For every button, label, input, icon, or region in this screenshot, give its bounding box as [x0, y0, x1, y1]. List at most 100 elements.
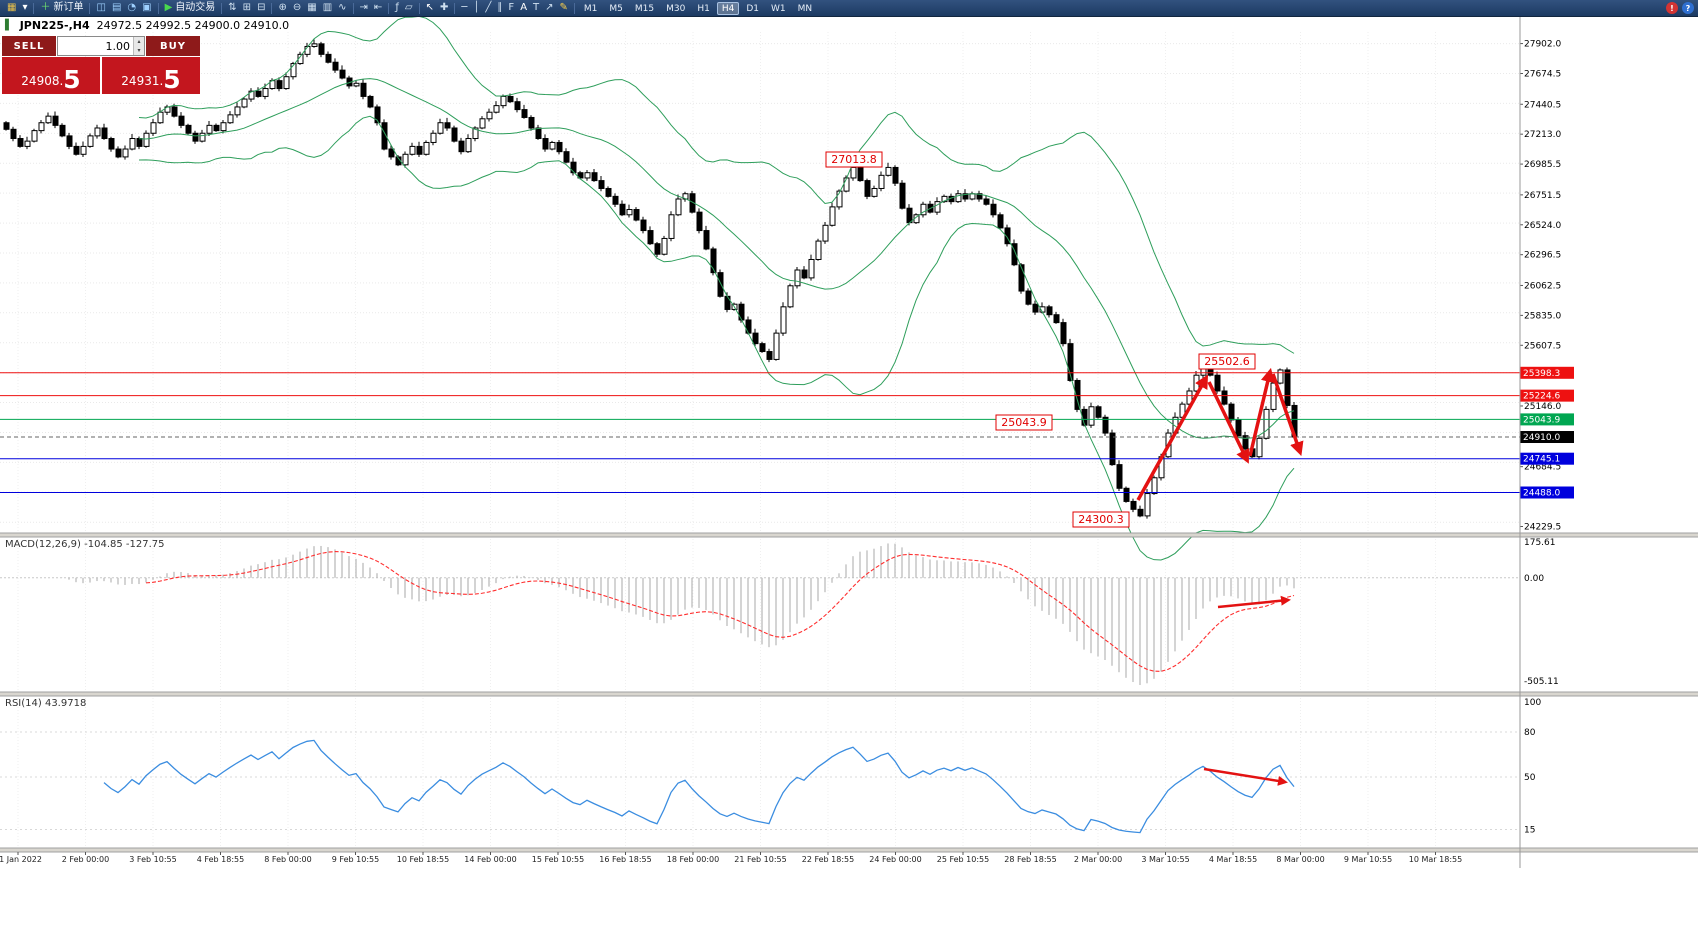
toolbar: ▦ ▾ ＋新订单 ◫ ▤ ◔ ▣ ▶ 自动交易 ⇅ ⊞ ⊟ ⊕ ⊖ ▦ ▥ ∿ ⇥ ⇤ ƒ ▱ ↖ ✚ ─ │ ╱ ∥ F A T ↗ ✎ M1… [0, 0, 1698, 17]
vline-icon[interactable]: │ [470, 1, 482, 16]
price-annotation-box[interactable] [995, 414, 1053, 431]
volume-value[interactable]: 1.00 [105, 39, 131, 53]
price-annotation-box[interactable] [1072, 511, 1130, 528]
separator-macd-rsi[interactable] [0, 692, 1698, 696]
timeframe-w1[interactable]: W1 [771, 3, 786, 14]
text-icon-glyph: A [520, 2, 528, 13]
chart-shift-icon[interactable]: ⇤ [371, 1, 385, 16]
buy-button[interactable]: BUY [146, 36, 200, 56]
candlestick-chart-icon[interactable]: ▥ [320, 1, 335, 16]
timeframe-m15[interactable]: M15 [634, 3, 655, 14]
cascade-windows-icon[interactable]: ⊟ [254, 1, 268, 16]
profiles-icon[interactable]: ⇅ [225, 1, 239, 16]
cursor-icon[interactable]: ↖ [423, 1, 437, 16]
svg-text:24745.1: 24745.1 [1523, 455, 1560, 465]
svg-text:28 Feb 18:55: 28 Feb 18:55 [1004, 855, 1056, 864]
svg-text:24488.0: 24488.0 [1523, 488, 1560, 498]
level-lines[interactable]: 25398.3 25224.6 25043.9 24745.1 24488.0 24910… [0, 366, 1574, 499]
price-annotation-box[interactable] [825, 151, 883, 168]
svg-text:-505.11: -505.11 [1524, 677, 1559, 687]
price-annotation-box[interactable] [1198, 353, 1256, 370]
trend-arrow[interactable] [1271, 373, 1304, 456]
templates-icon[interactable]: ▱ [402, 1, 416, 16]
svg-text:3 Mar 10:55: 3 Mar 10:55 [1141, 855, 1189, 864]
one-click-trading-panel: SELL 1.00 ▴ ▾ BUY 24908. 5 24931. 5 [2, 36, 200, 94]
rsi-line [103, 739, 1295, 834]
zoom-out-icon[interactable]: ⊖ [290, 1, 304, 16]
timeframe-m30[interactable]: M30 [666, 3, 686, 14]
macd-indicator-label: MACD(12,26,9) -104.85 -127.75 [5, 539, 165, 550]
trend-arrow[interactable] [1136, 374, 1209, 501]
sell-price-main: 24908. [21, 74, 64, 89]
sell-button[interactable]: SELL [2, 36, 56, 56]
channel-icon-glyph: ∥ [497, 2, 503, 13]
arrow-tool-icon[interactable]: ↗ [542, 1, 556, 16]
svg-text:27013.8: 27013.8 [831, 153, 877, 166]
volume-field[interactable]: 1.00 ▴ ▾ [57, 36, 145, 56]
new-order-button-label: 新订单 [53, 2, 84, 13]
data-window-icon[interactable]: ▤ [109, 1, 124, 16]
buy-price-tile[interactable]: 24931. 5 [102, 57, 200, 94]
svg-text:9 Mar 10:55: 9 Mar 10:55 [1344, 855, 1392, 864]
market-watch-icon[interactable]: ◫ [93, 1, 108, 16]
svg-text:4 Mar 18:55: 4 Mar 18:55 [1209, 855, 1257, 864]
label-icon-glyph: T [533, 2, 540, 13]
timeframe-m5[interactable]: M5 [609, 3, 623, 14]
new-order-button[interactable]: ＋新订单 [37, 1, 86, 16]
separator-rsi-time[interactable] [0, 848, 1698, 852]
profiles-icon-glyph: ⇅ [228, 2, 237, 13]
timeframe-mn[interactable]: MN [797, 3, 813, 14]
sell-price-tile[interactable]: 24908. 5 [2, 57, 100, 94]
volume-spinner[interactable]: ▴ ▾ [133, 37, 144, 55]
tile-windows-icon[interactable]: ⊞ [240, 1, 254, 16]
timeframe-d1[interactable]: D1 [746, 3, 760, 14]
zoom-in-icon[interactable]: ⊕ [275, 1, 289, 16]
history-center-icon[interactable]: ◔ [124, 1, 139, 16]
price-axis: 27902.0 27674.5 27440.5 27213.0 26985.5 26751… [1520, 40, 1561, 532]
hline-icon[interactable]: ─ [458, 1, 470, 16]
charts-icon[interactable]: ▦ [4, 1, 19, 16]
fibonacci-icon[interactable]: F [505, 1, 517, 16]
auto-trade-button[interactable]: ▶ 自动交易 [162, 1, 219, 16]
candlestick-chart-icon: ▌ [5, 20, 13, 31]
templates-icon-glyph: ▱ [404, 2, 413, 13]
volume-up-icon[interactable]: ▴ [134, 37, 144, 46]
svg-text:9 Feb 10:55: 9 Feb 10:55 [332, 855, 379, 864]
timeframe-m1[interactable]: M1 [583, 3, 598, 14]
timeframe-h1[interactable]: H1 [697, 3, 710, 14]
toolbar-separator [271, 2, 273, 14]
pencil-icon[interactable]: ✎ [557, 1, 571, 16]
chart-dropdown-icon[interactable]: ▾ [19, 1, 30, 16]
bollinger-lower [138, 115, 1295, 561]
label-icon[interactable]: T [530, 1, 542, 16]
svg-text:26062.5: 26062.5 [1524, 281, 1561, 291]
news-badge-icon[interactable]: ! [1666, 2, 1678, 14]
line-chart-icon[interactable]: ∿ [335, 1, 349, 16]
text-icon[interactable]: A [517, 1, 530, 16]
auto-scroll-icon[interactable]: ⇥ [357, 1, 371, 16]
trend-arrow[interactable] [1203, 767, 1288, 786]
timeframe-h4[interactable]: H4 [716, 1, 740, 15]
annotations[interactable]: 27013.8 25502.6 25043.9 24300.3 [825, 151, 1256, 528]
indicators-icon[interactable]: ƒ [392, 1, 402, 16]
separator-main-macd[interactable] [0, 533, 1698, 537]
grid-icon[interactable]: ▦ [304, 1, 319, 16]
svg-text:16 Feb 18:55: 16 Feb 18:55 [599, 855, 651, 864]
trend-arrow[interactable] [1207, 381, 1250, 464]
volume-down-icon[interactable]: ▾ [134, 46, 144, 55]
trend-arrow[interactable] [1217, 595, 1291, 609]
vline-icon-glyph: │ [473, 2, 480, 13]
auto-scroll-icon-glyph: ⇥ [359, 2, 368, 13]
crosshair-icon[interactable]: ✚ [437, 1, 451, 16]
ohlc-values: 24972.5 24992.5 24900.0 24910.0 [96, 19, 290, 32]
help-badge-icon[interactable]: ? [1682, 2, 1694, 14]
toolbar-separator [89, 2, 91, 14]
trend-arrows[interactable] [1136, 367, 1304, 786]
svg-text:24 Feb 00:00: 24 Feb 00:00 [869, 855, 921, 864]
channel-icon[interactable]: ∥ [494, 1, 505, 16]
chart-symbol-header: ▌ JPN225-,H4 24972.5 24992.5 24900.0 249… [5, 19, 289, 32]
trend-arrow[interactable] [1248, 367, 1275, 457]
trendline-icon[interactable]: ╱ [482, 1, 494, 16]
terminal-icon[interactable]: ▣ [139, 1, 154, 16]
